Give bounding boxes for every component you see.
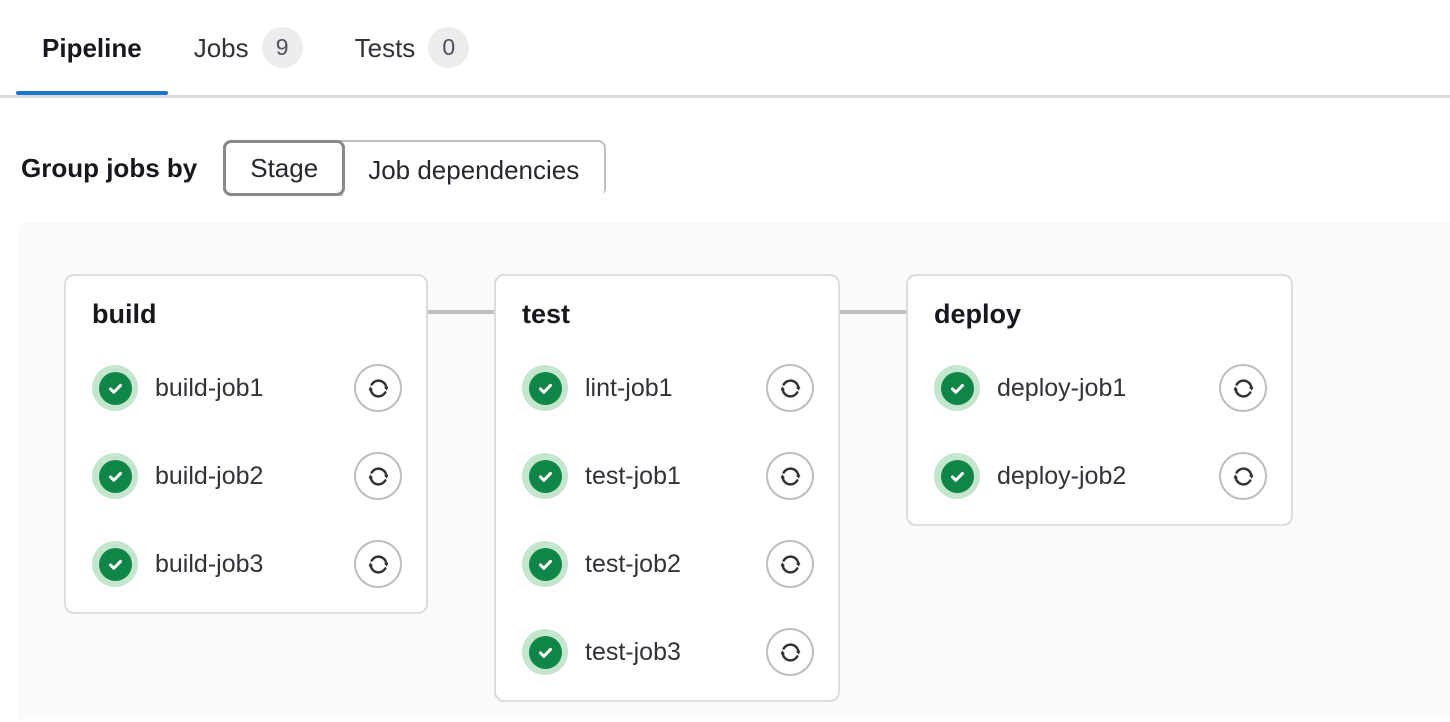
- tab-tests[interactable]: Tests 0: [329, 0, 496, 95]
- status-success-icon: [934, 365, 980, 411]
- job-link-build-job1[interactable]: build-job1: [92, 365, 354, 411]
- retry-job-button[interactable]: [766, 628, 814, 676]
- tab-tests-label: Tests: [354, 32, 416, 63]
- pipeline-tab-content: Group jobs by Stage Job dependencies bui…: [0, 140, 1450, 719]
- group-jobs-by-label: Group jobs by: [21, 152, 198, 183]
- retry-icon: [368, 378, 388, 398]
- stage-column-deploy: deploy deploy-job1: [906, 274, 1293, 526]
- tests-count-badge: 0: [428, 27, 470, 68]
- stage-connector: [840, 310, 906, 314]
- stage-column-build: build build-job1: [64, 274, 428, 614]
- job-row: build-job3: [92, 520, 402, 608]
- stage-column-test: test lint-job1: [494, 274, 840, 702]
- group-by-job-dependencies-button[interactable]: Job dependencies: [343, 142, 605, 198]
- stage-title: build: [92, 299, 157, 329]
- job-link-test-job2[interactable]: test-job2: [522, 541, 766, 587]
- job-name: build-job1: [155, 373, 264, 402]
- job-name: build-job3: [155, 549, 264, 578]
- status-success-icon: [522, 453, 568, 499]
- status-success-icon: [522, 365, 568, 411]
- retry-job-button[interactable]: [766, 540, 814, 588]
- retry-icon: [368, 466, 388, 486]
- jobs-count-badge: 9: [261, 27, 303, 68]
- stage-connector: [428, 310, 494, 314]
- tab-jobs-label: Jobs: [193, 32, 249, 63]
- job-row: test-job2: [522, 520, 814, 608]
- status-success-icon: [92, 541, 138, 587]
- retry-job-button[interactable]: [354, 452, 402, 500]
- active-tab-indicator: [16, 91, 168, 95]
- retry-job-button[interactable]: [354, 540, 402, 588]
- job-name: test-job3: [585, 637, 681, 666]
- tab-pipeline-label: Pipeline: [42, 32, 142, 63]
- job-link-test-job1[interactable]: test-job1: [522, 453, 766, 499]
- job-row: deploy-job2: [934, 432, 1267, 520]
- retry-icon: [1233, 378, 1253, 398]
- group-by-stage-button[interactable]: Stage: [223, 140, 346, 196]
- job-name: deploy-job1: [997, 373, 1127, 402]
- group-jobs-by-row: Group jobs by Stage Job dependencies: [18, 140, 1450, 198]
- job-name: build-job2: [155, 461, 264, 490]
- job-row: build-job1: [92, 344, 402, 432]
- retry-job-button[interactable]: [1219, 452, 1267, 500]
- status-success-icon: [92, 453, 138, 499]
- retry-job-button[interactable]: [354, 364, 402, 412]
- job-link-deploy-job1[interactable]: deploy-job1: [934, 365, 1219, 411]
- status-success-icon: [92, 365, 138, 411]
- pipeline-stages: build build-job1: [64, 274, 1450, 702]
- retry-job-button[interactable]: [1219, 364, 1267, 412]
- job-row: test-job1: [522, 432, 814, 520]
- pipeline-graph: build build-job1: [18, 222, 1450, 719]
- status-success-icon: [522, 629, 568, 675]
- job-row: build-job2: [92, 432, 402, 520]
- retry-job-button[interactable]: [766, 452, 814, 500]
- job-name: test-job2: [585, 549, 681, 578]
- job-link-test-job3[interactable]: test-job3: [522, 629, 766, 675]
- job-name: lint-job1: [585, 373, 673, 402]
- retry-icon: [368, 554, 388, 574]
- job-name: test-job1: [585, 461, 681, 490]
- retry-icon: [1233, 466, 1253, 486]
- status-success-icon: [934, 453, 980, 499]
- job-row: deploy-job1: [934, 344, 1267, 432]
- tab-jobs[interactable]: Jobs 9: [168, 0, 329, 95]
- stage-title: test: [522, 299, 571, 329]
- pipeline-tab-bar: Pipeline Jobs 9 Tests 0: [0, 0, 1450, 98]
- job-row: lint-job1: [522, 344, 814, 432]
- status-success-icon: [522, 541, 568, 587]
- job-link-lint-job1[interactable]: lint-job1: [522, 365, 766, 411]
- job-row: test-job3: [522, 608, 814, 696]
- retry-icon: [780, 642, 800, 662]
- job-link-deploy-job2[interactable]: deploy-job2: [934, 453, 1219, 499]
- group-by-segmented-control: Stage Job dependencies: [223, 140, 607, 198]
- stage-title: deploy: [934, 299, 1022, 329]
- retry-job-button[interactable]: [766, 364, 814, 412]
- retry-icon: [780, 378, 800, 398]
- job-name: deploy-job2: [997, 461, 1127, 490]
- retry-icon: [780, 554, 800, 574]
- retry-icon: [780, 466, 800, 486]
- tab-pipeline[interactable]: Pipeline: [16, 0, 168, 95]
- job-link-build-job2[interactable]: build-job2: [92, 453, 354, 499]
- job-link-build-job3[interactable]: build-job3: [92, 541, 354, 587]
